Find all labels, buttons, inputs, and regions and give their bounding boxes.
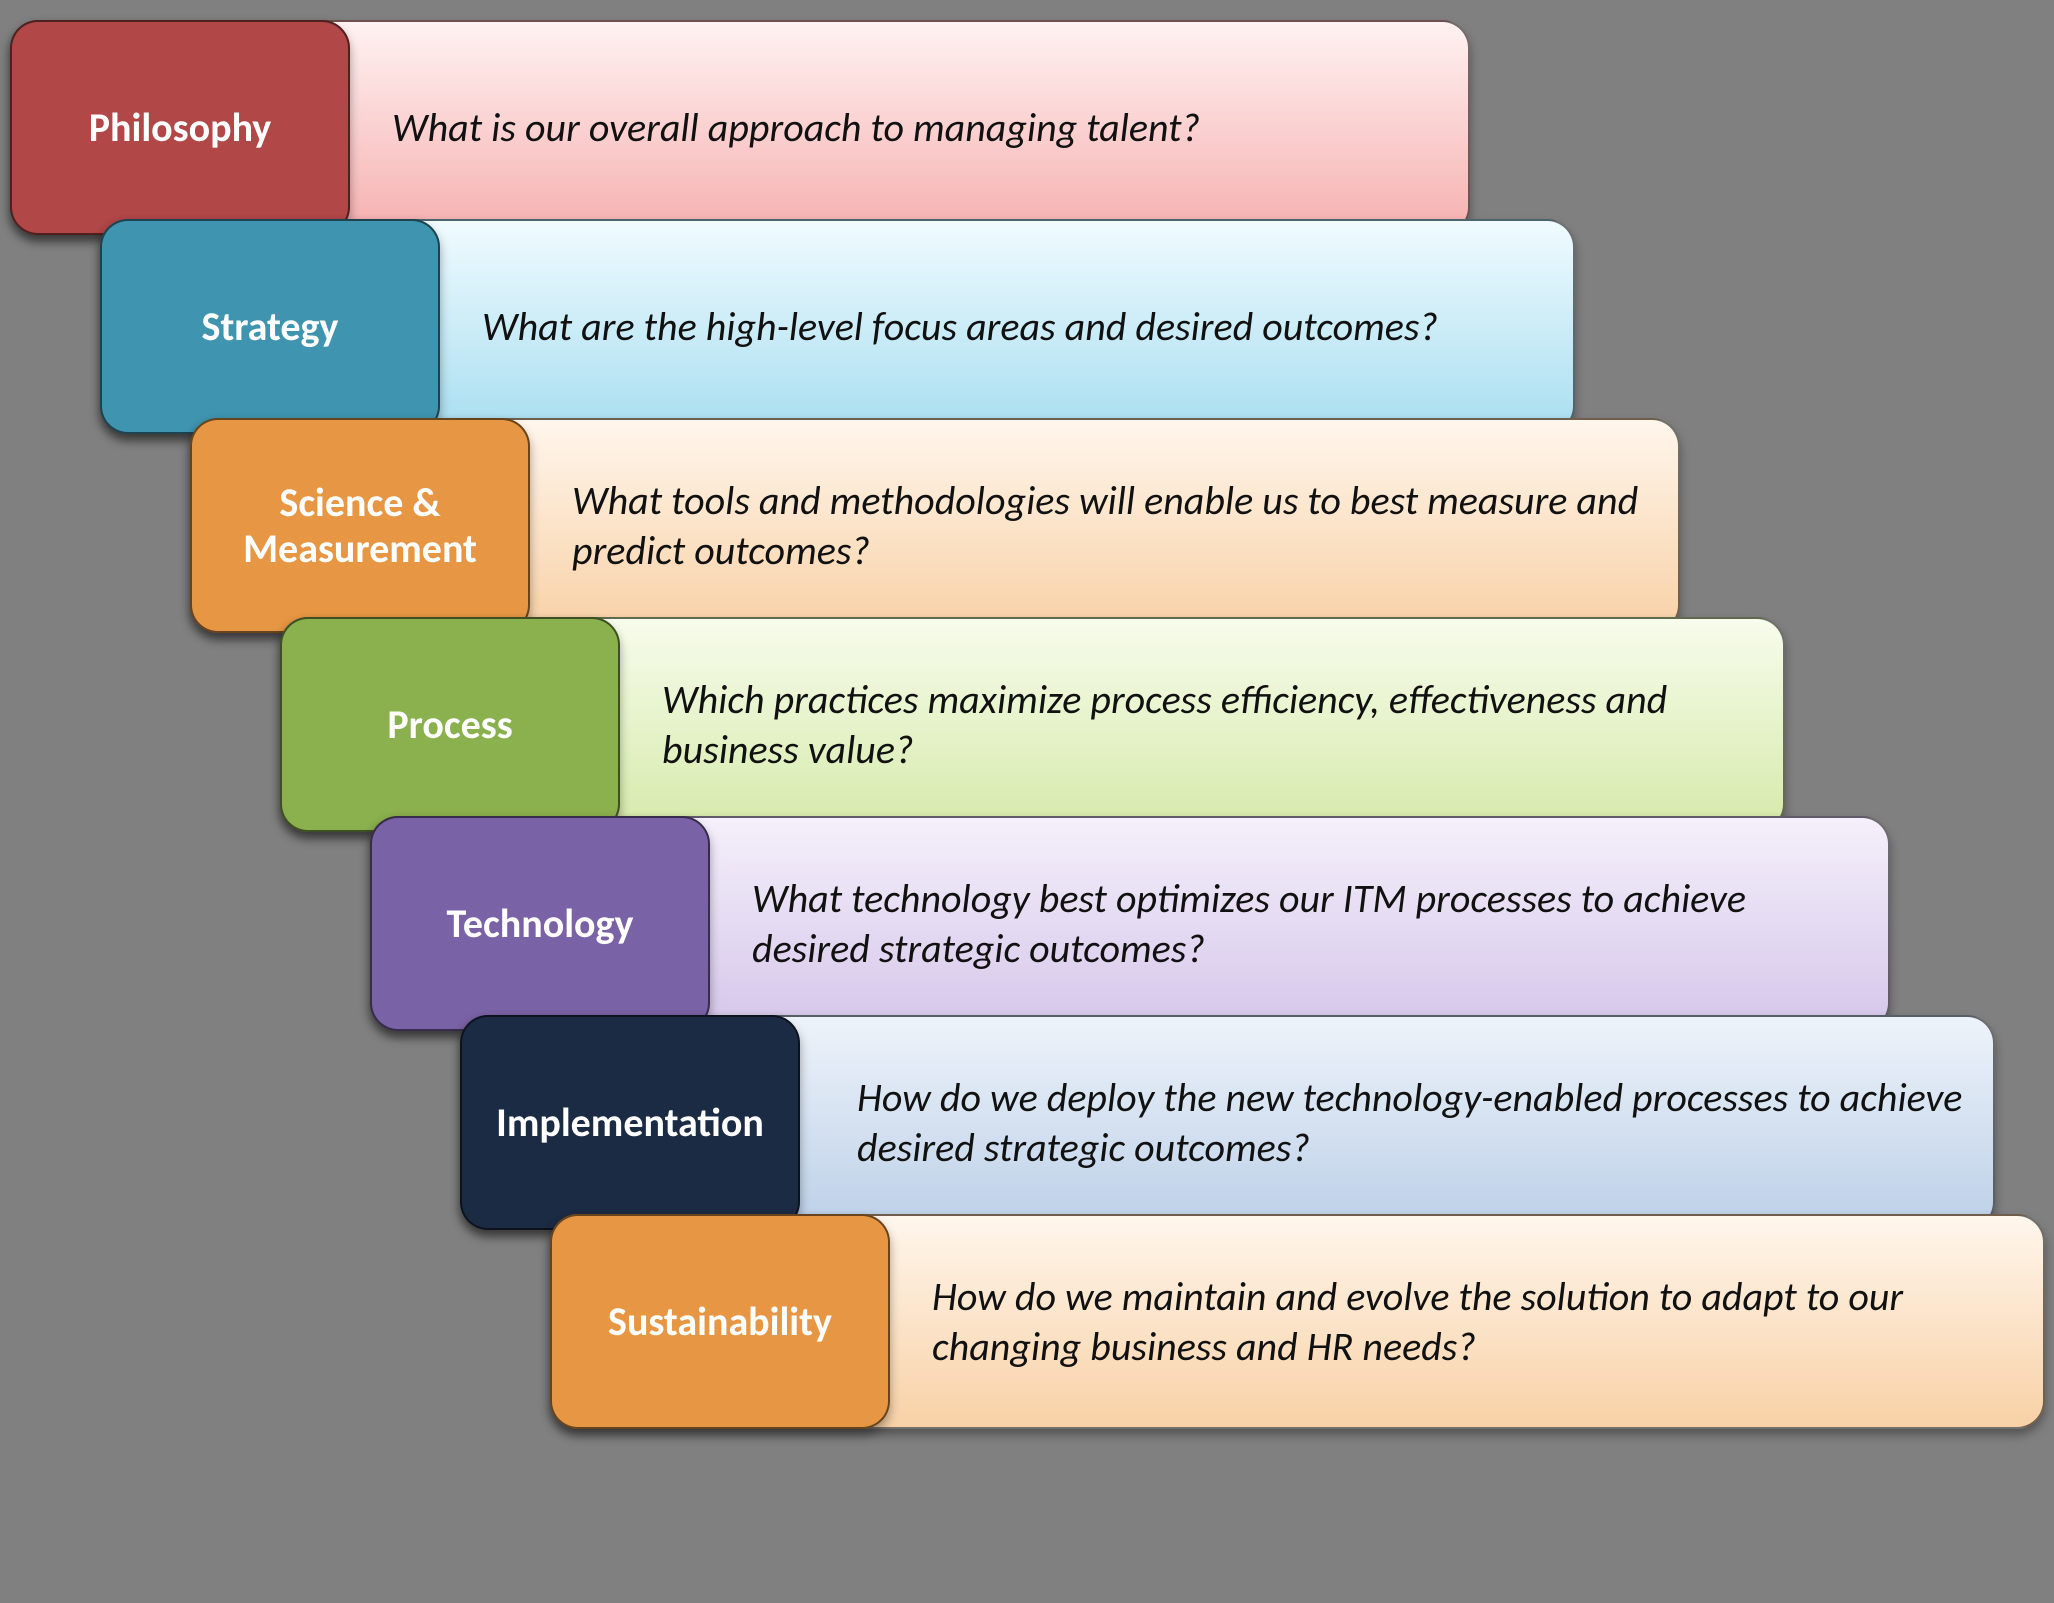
step-technology-desc: What technology best optimizes our ITM p… [752, 874, 1888, 974]
step-technology: What technology best optimizes our ITM p… [370, 816, 1890, 1031]
step-philosophy-label-box: Philosophy [10, 20, 350, 235]
step-sustainability: How do we maintain and evolve the soluti… [550, 1214, 2045, 1429]
step-science-label: Science & Measurement [192, 480, 528, 572]
step-science-desc: What tools and methodologies will enable… [572, 476, 1678, 576]
step-implementation-label-box: Implementation [460, 1015, 800, 1230]
talent-management-stair-diagram: What is our overall approach to managing… [0, 0, 2054, 1603]
step-science-label-box: Science & Measurement [190, 418, 530, 633]
step-sustainability-label-box: Sustainability [550, 1214, 890, 1429]
step-strategy-label: Strategy [184, 304, 357, 350]
step-science: What tools and methodologies will enable… [190, 418, 1680, 633]
step-philosophy-label: Philosophy [71, 105, 290, 151]
step-process-desc: Which practices maximize process efficie… [662, 675, 1783, 775]
step-sustainability-label: Sustainability [590, 1299, 850, 1345]
step-strategy-desc: What are the high-level focus areas and … [482, 302, 1468, 352]
step-implementation-desc: How do we deploy the new technology-enab… [857, 1073, 1993, 1173]
step-process: Which practices maximize process efficie… [280, 617, 1785, 832]
step-philosophy-desc: What is our overall approach to managing… [392, 103, 1230, 153]
step-strategy: What are the high-level focus areas and … [100, 219, 1575, 434]
step-technology-label: Technology [429, 901, 652, 947]
step-process-label: Process [369, 702, 530, 748]
step-implementation: How do we deploy the new technology-enab… [460, 1015, 1995, 1230]
step-process-label-box: Process [280, 617, 620, 832]
step-philosophy: What is our overall approach to managing… [10, 20, 1470, 235]
step-technology-label-box: Technology [370, 816, 710, 1031]
step-implementation-label: Implementation [478, 1100, 782, 1146]
step-sustainability-desc: How do we maintain and evolve the soluti… [932, 1272, 2043, 1372]
step-strategy-label-box: Strategy [100, 219, 440, 434]
